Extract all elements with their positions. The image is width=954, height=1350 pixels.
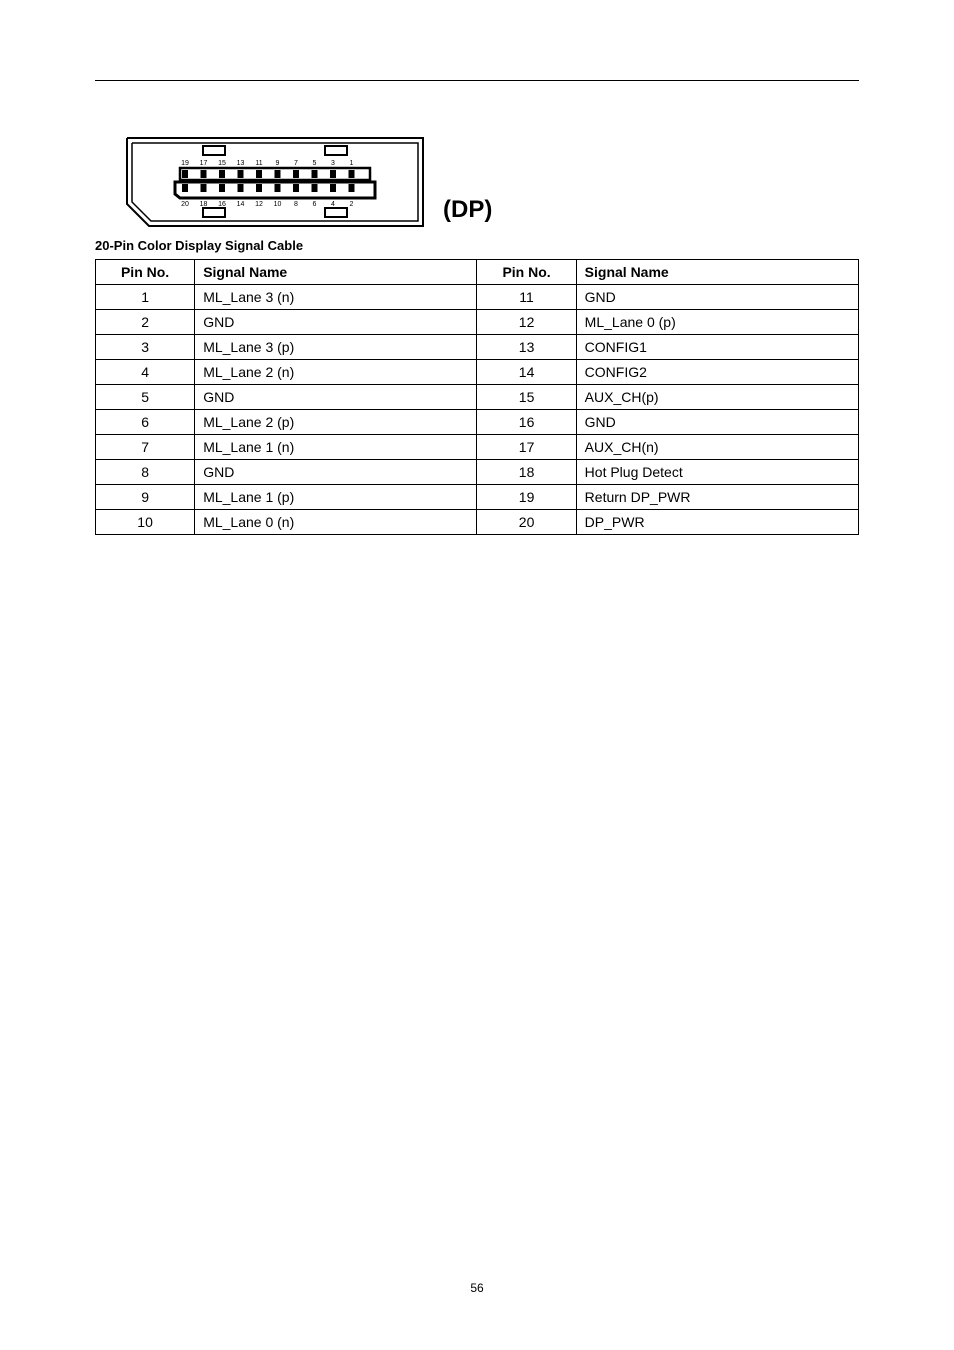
svg-text:14: 14 (237, 201, 245, 208)
svg-text:12: 12 (255, 201, 263, 208)
cell-pin-b: 16 (477, 410, 576, 435)
svg-text:18: 18 (200, 201, 208, 208)
cell-pin-b: 14 (477, 360, 576, 385)
svg-text:13: 13 (237, 160, 245, 167)
cell-pin-a: 8 (96, 460, 195, 485)
cell-pin-b: 17 (477, 435, 576, 460)
table-row: 9ML_Lane 1 (p)19Return DP_PWR (96, 485, 859, 510)
page-number: 56 (0, 1281, 954, 1295)
cell-pin-a: 9 (96, 485, 195, 510)
svg-text:1: 1 (350, 160, 354, 167)
cell-sig-a: ML_Lane 1 (p) (195, 485, 477, 510)
svg-text:16: 16 (218, 201, 226, 208)
table-header-row: Pin No. Signal Name Pin No. Signal Name (96, 260, 859, 285)
table-row: 10ML_Lane 0 (n)20DP_PWR (96, 510, 859, 535)
col-header-pinno-a: Pin No. (96, 260, 195, 285)
cell-pin-b: 13 (477, 335, 576, 360)
cell-pin-b: 15 (477, 385, 576, 410)
svg-text:17: 17 (200, 160, 208, 167)
svg-text:2: 2 (350, 201, 354, 208)
svg-text:3: 3 (331, 160, 335, 167)
cell-sig-b: GND (576, 410, 858, 435)
cell-pin-a: 7 (96, 435, 195, 460)
connector-row: 19 17 15 13 11 9 7 5 3 1 20 18 16 14 12 10 8 6 4 2 (DP) (125, 136, 859, 228)
cell-sig-a: ML_Lane 1 (n) (195, 435, 477, 460)
cell-pin-b: 12 (477, 310, 576, 335)
dp-connector-diagram: 19 17 15 13 11 9 7 5 3 1 20 18 16 14 12 10 8 6 4 2 (125, 136, 425, 228)
cell-sig-a: ML_Lane 3 (p) (195, 335, 477, 360)
cell-pin-a: 4 (96, 360, 195, 385)
table-row: 2GND12ML_Lane 0 (p) (96, 310, 859, 335)
cell-sig-b: Return DP_PWR (576, 485, 858, 510)
cell-pin-a: 10 (96, 510, 195, 535)
cell-sig-b: AUX_CH(n) (576, 435, 858, 460)
cell-pin-b: 18 (477, 460, 576, 485)
col-header-signal-a: Signal Name (195, 260, 477, 285)
svg-text:19: 19 (181, 160, 189, 167)
cell-sig-b: Hot Plug Detect (576, 460, 858, 485)
svg-text:11: 11 (255, 160, 262, 167)
header-divider (95, 80, 859, 81)
col-header-signal-b: Signal Name (576, 260, 858, 285)
svg-text:9: 9 (276, 160, 280, 167)
cell-pin-a: 1 (96, 285, 195, 310)
svg-text:20: 20 (181, 201, 189, 208)
dp-label: (DP) (443, 196, 492, 224)
cell-sig-a: ML_Lane 2 (n) (195, 360, 477, 385)
cell-sig-b: CONFIG2 (576, 360, 858, 385)
svg-text:5: 5 (313, 160, 317, 167)
svg-text:6: 6 (313, 201, 317, 208)
cell-sig-b: GND (576, 285, 858, 310)
cell-pin-b: 20 (477, 510, 576, 535)
svg-text:15: 15 (218, 160, 226, 167)
cell-sig-a: GND (195, 385, 477, 410)
cell-sig-a: ML_Lane 2 (p) (195, 410, 477, 435)
table-row: 7ML_Lane 1 (n)17AUX_CH(n) (96, 435, 859, 460)
table-row: 8GND18Hot Plug Detect (96, 460, 859, 485)
table-row: 1ML_Lane 3 (n)11GND (96, 285, 859, 310)
cell-pin-b: 11 (477, 285, 576, 310)
cell-sig-a: ML_Lane 3 (n) (195, 285, 477, 310)
svg-text:10: 10 (274, 201, 282, 208)
cell-pin-a: 6 (96, 410, 195, 435)
table-row: 6ML_Lane 2 (p)16GND (96, 410, 859, 435)
cell-sig-a: GND (195, 310, 477, 335)
cell-sig-a: GND (195, 460, 477, 485)
cell-sig-b: AUX_CH(p) (576, 385, 858, 410)
cell-sig-a: ML_Lane 0 (n) (195, 510, 477, 535)
table-row: 5GND15AUX_CH(p) (96, 385, 859, 410)
cell-sig-b: DP_PWR (576, 510, 858, 535)
cell-pin-a: 3 (96, 335, 195, 360)
cell-sig-b: ML_Lane 0 (p) (576, 310, 858, 335)
table-row: 4ML_Lane 2 (n)14CONFIG2 (96, 360, 859, 385)
cell-pin-a: 2 (96, 310, 195, 335)
cell-pin-b: 19 (477, 485, 576, 510)
svg-text:7: 7 (294, 160, 298, 167)
svg-text:8: 8 (294, 201, 298, 208)
cell-pin-a: 5 (96, 385, 195, 410)
table-row: 3ML_Lane 3 (p)13CONFIG1 (96, 335, 859, 360)
pin-table: Pin No. Signal Name Pin No. Signal Name … (95, 259, 859, 535)
cell-sig-b: CONFIG1 (576, 335, 858, 360)
col-header-pinno-b: Pin No. (477, 260, 576, 285)
svg-text:4: 4 (331, 201, 335, 208)
table-caption: 20-Pin Color Display Signal Cable (95, 238, 859, 253)
